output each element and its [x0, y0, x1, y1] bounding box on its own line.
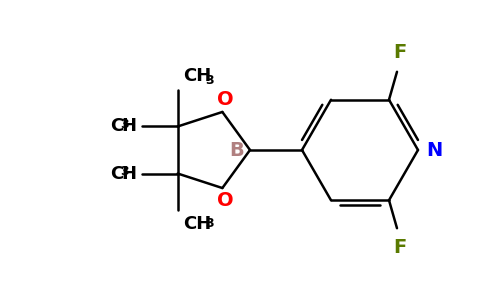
Text: C: C: [110, 164, 123, 182]
Text: F: F: [393, 238, 407, 257]
Text: C: C: [110, 118, 123, 136]
Text: H: H: [121, 164, 136, 182]
Text: N: N: [426, 140, 442, 160]
Text: 3: 3: [120, 165, 129, 178]
Text: CH: CH: [182, 214, 211, 232]
Text: O: O: [217, 191, 234, 210]
Text: O: O: [217, 90, 234, 109]
Text: CH: CH: [182, 68, 211, 85]
Text: B: B: [229, 140, 244, 160]
Text: H: H: [121, 118, 136, 136]
Text: 3: 3: [120, 118, 129, 131]
Text: F: F: [393, 43, 407, 62]
Text: 3: 3: [206, 74, 214, 88]
Text: 3: 3: [206, 217, 214, 230]
